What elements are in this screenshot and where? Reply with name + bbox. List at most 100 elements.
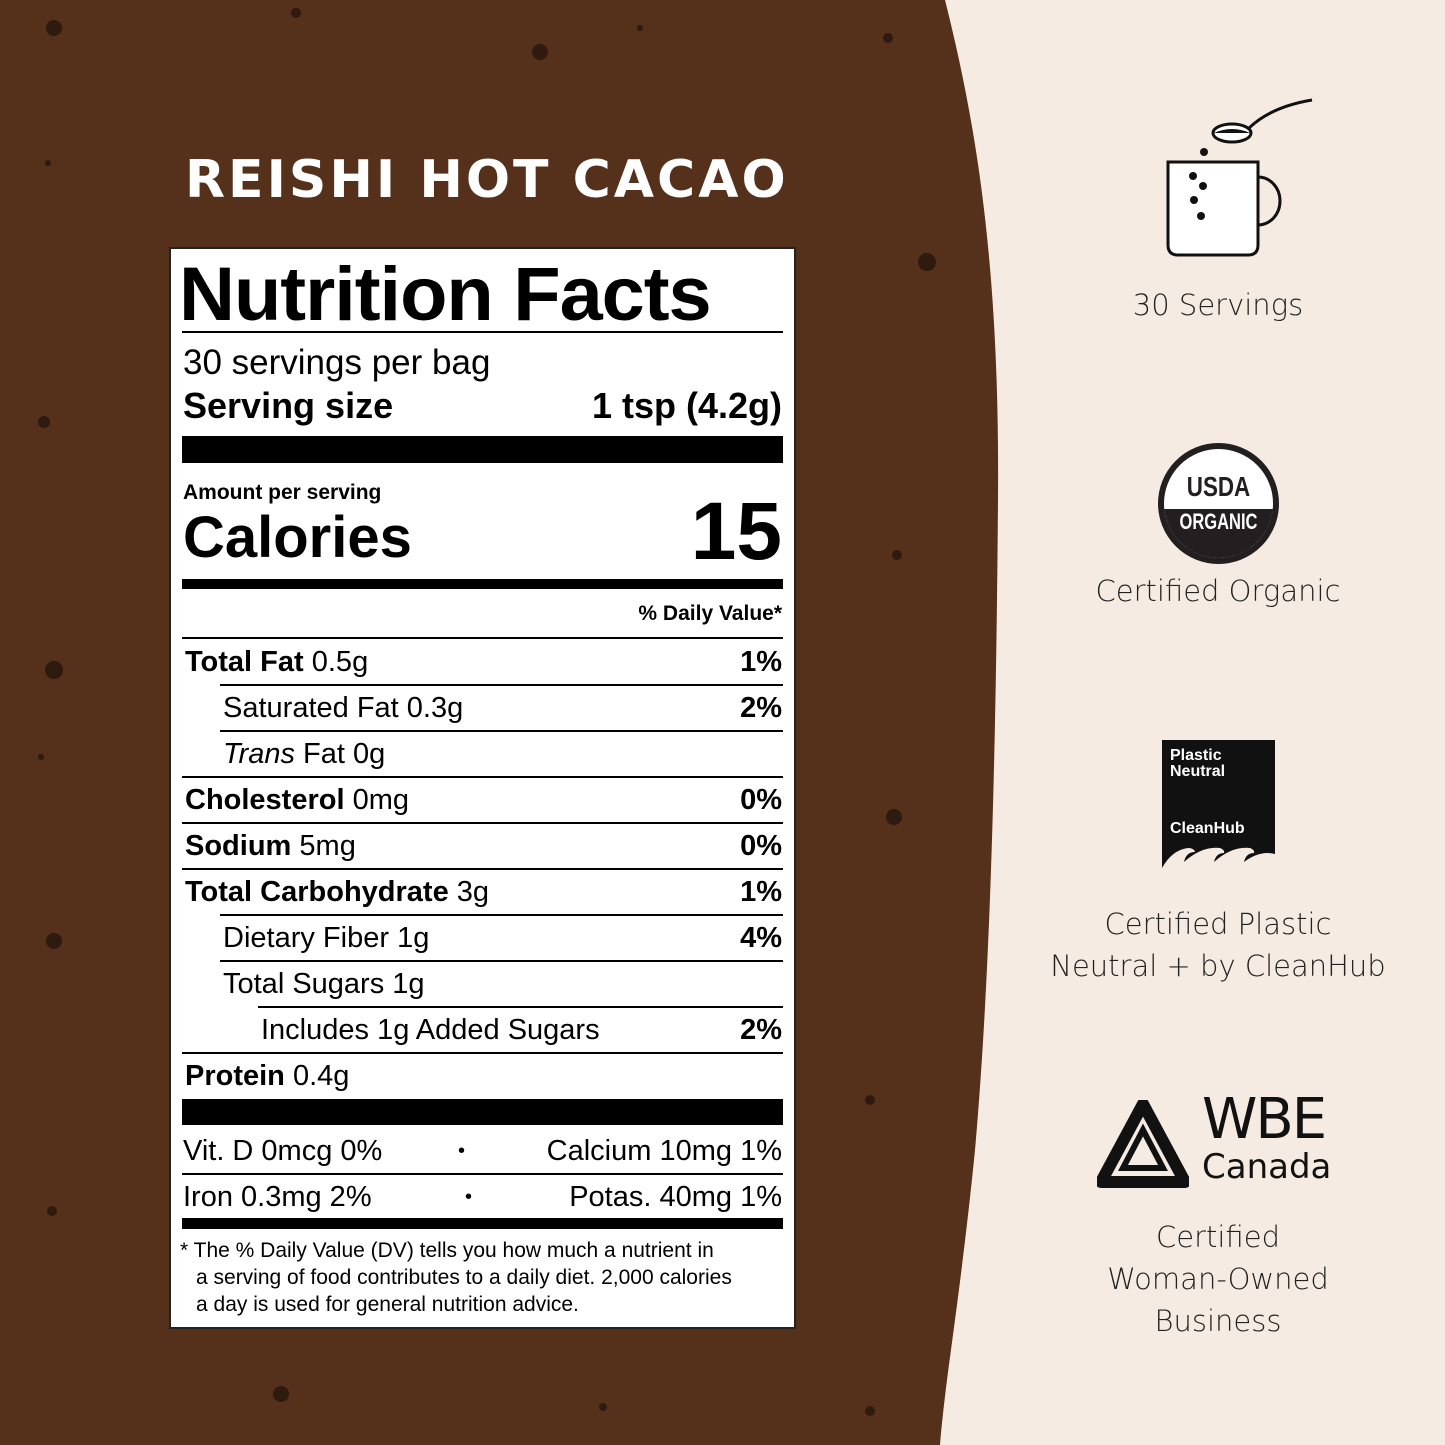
nutrient-row: Total Sugars 1g — [183, 961, 782, 1007]
nutrient-label: Trans — [223, 737, 295, 770]
nutrient-label: Protein — [185, 1059, 285, 1092]
nutrient-amount: 0.3g — [406, 691, 464, 724]
divider — [182, 776, 783, 778]
nutrient-label: Saturated Fat — [223, 691, 399, 724]
calories-value: 15 — [690, 486, 782, 577]
divider — [220, 960, 783, 962]
nutrient-label: Includes 1g Added Sugars — [261, 1013, 600, 1046]
nutrient-amount: 1g — [397, 921, 430, 954]
nutrient-amount: 0.5g — [311, 645, 369, 678]
nutrient-amount: 3g — [456, 875, 490, 908]
nutrient-daily-value: 1% — [740, 875, 782, 908]
nutrient-name: Dietary Fiber 1g — [183, 922, 429, 955]
nutrient-name: Cholesterol 0mg — [183, 784, 409, 817]
nutrient-label: Cholesterol — [185, 783, 345, 816]
medium-divider — [182, 579, 783, 589]
divider — [182, 331, 783, 333]
potassium: Potas. 40mg 1% — [569, 1180, 782, 1213]
nutrient-amount: 0.4g — [292, 1059, 350, 1092]
divider — [220, 684, 783, 686]
usda-organic-seal: USDA ORGANIC — [1158, 443, 1279, 564]
logo-line: Plastic — [1170, 747, 1222, 764]
vitamin-row: Vit. D 0mcg 0% • Calcium 10mg 1% — [183, 1128, 782, 1174]
nutrient-name: Trans Fat 0g — [183, 738, 385, 771]
label-heading: Nutrition Facts — [179, 252, 712, 337]
calcium: Calcium 10mg 1% — [546, 1134, 782, 1167]
nutrient-name: Saturated Fat 0.3g — [183, 692, 463, 725]
wbe-text-label: Certified Woman-Owned Business — [1018, 1216, 1418, 1342]
organic-text: ORGANIC — [1179, 509, 1258, 534]
nutrient-row: Protein 0.4g — [183, 1053, 782, 1099]
divider — [182, 868, 783, 870]
cleanhub-brand: CleanHub — [1170, 820, 1245, 837]
wbe-canada-logo: WBE Canada — [1202, 1087, 1332, 1187]
waves-icon — [1162, 847, 1275, 868]
cleanhub-logo: Plastic Neutral CleanHub — [1162, 740, 1275, 868]
divider — [182, 822, 783, 824]
nutrient-amount: 1g — [392, 967, 425, 1000]
nutrient-name: Total Fat 0.5g — [183, 646, 368, 679]
nutrient-row: Cholesterol 0mg 0% — [183, 777, 782, 823]
nutrient-daily-value: 1% — [740, 645, 782, 678]
footnote-line: a day is used for general nutrition advi… — [196, 1293, 579, 1316]
nutrient-name: Includes 1g Added Sugars — [183, 1014, 600, 1047]
nutrient-daily-value: 0% — [740, 829, 782, 862]
nutrition-facts-label: Nutrition Facts 30 servings per bag Serv… — [169, 247, 796, 1329]
text-line: Certified — [1156, 1220, 1280, 1254]
plastic-text: Certified Plastic Neutral + by CleanHub — [1018, 903, 1418, 987]
footnote: * The % Daily Value (DV) tells you how m… — [180, 1237, 732, 1318]
nutrient-label: Total Sugars — [223, 967, 385, 1000]
bullet: • — [465, 1185, 473, 1208]
servings-per-container: 30 servings per bag — [183, 343, 491, 382]
decorative-dots — [38, 8, 936, 1416]
nutrient-amount: 0mg — [352, 783, 410, 816]
footnote-line: a serving of food contributes to a daily… — [196, 1266, 732, 1289]
divider — [182, 637, 783, 639]
nutrient-row: Dietary Fiber 1g 4% — [183, 915, 782, 961]
logo-line: Neutral — [1170, 763, 1226, 780]
nutrient-amount: 0g — [353, 737, 386, 770]
daily-value-header: % Daily Value* — [638, 602, 782, 625]
medium-divider — [182, 1218, 783, 1229]
thick-divider — [182, 436, 783, 463]
vitamin-d-calcium-left: Vit. D 0mcg 0% — [183, 1134, 383, 1167]
divider — [182, 1052, 783, 1054]
canada-text: Canada — [1202, 1147, 1332, 1187]
nutrient-label: Sodium — [185, 829, 292, 862]
nutrient-label: Total Fat — [185, 645, 304, 678]
wbe-triangle-icon — [1097, 1100, 1189, 1188]
divider — [182, 1173, 783, 1175]
mug-spoon-icon — [1166, 98, 1313, 257]
nutrient-row: Includes 1g Added Sugars 2% — [183, 1007, 782, 1053]
servings-text: 30 Servings — [1132, 288, 1304, 322]
bullet: • — [458, 1139, 466, 1162]
serving-size-value: 1 tsp (4.2g) — [591, 385, 782, 426]
iron: Iron 0.3mg 2% — [183, 1180, 372, 1213]
nutrient-name: Total Carbohydrate 3g — [183, 876, 489, 909]
nutrient-daily-value: 4% — [740, 921, 782, 954]
nutrient-name: Sodium 5mg — [183, 830, 356, 863]
text-line: Neutral + by CleanHub — [1050, 949, 1386, 983]
text-line: Certified Plastic — [1104, 907, 1332, 941]
nutrient-row: Total Carbohydrate 3g 1% — [183, 869, 782, 915]
nutrient-daily-value: 2% — [740, 691, 782, 724]
organic-text-label: Certified Organic — [1095, 574, 1341, 608]
vitamin-row: Iron 0.3mg 2% • Potas. 40mg 1% — [183, 1174, 782, 1220]
nutrient-row: Trans Fat 0g — [183, 731, 782, 777]
nutrient-label: Total Carbohydrate — [185, 875, 449, 908]
product-title: REISHI HOT CACAO — [185, 150, 789, 210]
nutrient-label: Dietary Fiber — [223, 921, 389, 954]
amount-per-serving: Amount per serving — [183, 481, 382, 504]
nutrient-row: Sodium 5mg 0% — [183, 823, 782, 869]
wbe-text: WBE — [1202, 1087, 1327, 1152]
calories-label: Calories — [183, 505, 412, 570]
nutrient-name: Total Sugars 1g — [183, 968, 425, 1001]
nutrient-daily-value: 2% — [740, 1013, 782, 1046]
text-line: Woman-Owned — [1107, 1262, 1329, 1296]
text-line: Business — [1154, 1304, 1282, 1338]
divider — [220, 730, 783, 732]
logo-text: Plastic Neutral — [1170, 748, 1225, 780]
divider — [258, 1006, 783, 1008]
nutrient-row: Total Fat 0.5g 1% — [183, 639, 782, 685]
divider — [220, 914, 783, 916]
